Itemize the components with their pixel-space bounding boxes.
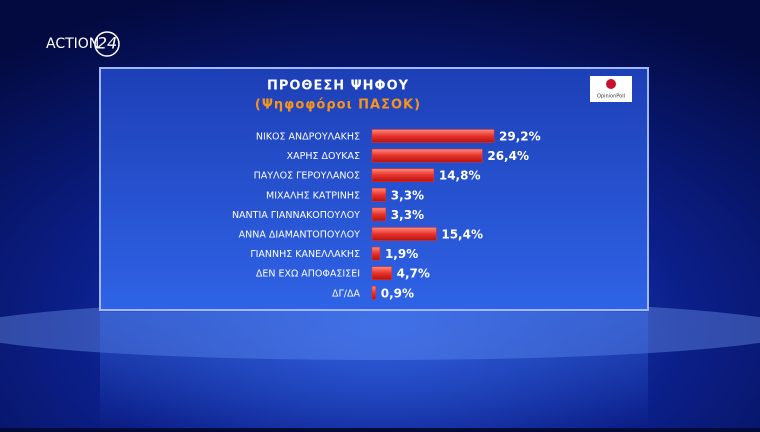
chart-title: ΠΡΟΘΕΣΗ ΨΗΦΟΥ bbox=[267, 79, 409, 94]
value-label: 14,8% bbox=[439, 169, 481, 183]
logo-ring bbox=[94, 31, 120, 57]
category-label: ΝΑΝΤΙΑ ΓΙΑΝΝΑΚΟΠΟΥΛΟΥ bbox=[232, 210, 360, 221]
value-label: 1,9% bbox=[385, 247, 418, 261]
category-label: ΧΑΡΗΣ ΔΟΥΚΑΣ bbox=[287, 151, 360, 162]
value-label: 26,4% bbox=[487, 149, 529, 163]
value-label: 4,7% bbox=[397, 267, 430, 281]
category-label: ΓΙΑΝΝΗΣ ΚΑΝΕΛΛΑΚΗΣ bbox=[250, 249, 360, 260]
panel-reflection bbox=[100, 312, 648, 428]
channel-number: 24 bbox=[97, 34, 117, 53]
value-label: 29,2% bbox=[499, 130, 541, 144]
category-label: ΔΕΝ ΕΧΩ ΑΠΟΦΑΣΙΣΕΙ bbox=[256, 269, 360, 280]
category-label: ΜΙΧΑΛΗΣ ΚΑΤΡΙΝΗΣ bbox=[266, 190, 360, 201]
value-label: 15,4% bbox=[441, 228, 483, 242]
bar bbox=[371, 148, 483, 163]
bar bbox=[371, 168, 435, 182]
bar bbox=[371, 129, 495, 143]
category-label: ΑΝΝΑ ΔΙΑΜΑΝΤΟΠΟΥΛΟΥ bbox=[239, 230, 361, 241]
bar bbox=[371, 286, 377, 300]
bar bbox=[371, 227, 437, 241]
bar bbox=[371, 188, 387, 202]
pollster-icon bbox=[606, 79, 616, 89]
value-label: 0,9% bbox=[381, 286, 414, 300]
category-label: ΝΙΚΟΣ ΑΝΔΡΟΥΛΑΚΗΣ bbox=[256, 132, 360, 143]
category-label: ΠΑΥΛΟΣ ΓΕΡΟΥΛΑΝΟΣ bbox=[254, 171, 360, 182]
category-label: ΔΓ/ΔΑ bbox=[332, 288, 360, 299]
pollster: OpinionPoll bbox=[597, 94, 625, 100]
chart-subtitle: (Ψηφοφόροι ΠΑΣΟΚ) bbox=[255, 98, 421, 113]
channel-logo: ACTION bbox=[46, 36, 99, 52]
value-label: 3,3% bbox=[391, 208, 424, 222]
bar bbox=[371, 246, 381, 261]
value-label: 3,3% bbox=[391, 188, 424, 202]
bar bbox=[371, 266, 392, 280]
bar bbox=[371, 207, 387, 222]
